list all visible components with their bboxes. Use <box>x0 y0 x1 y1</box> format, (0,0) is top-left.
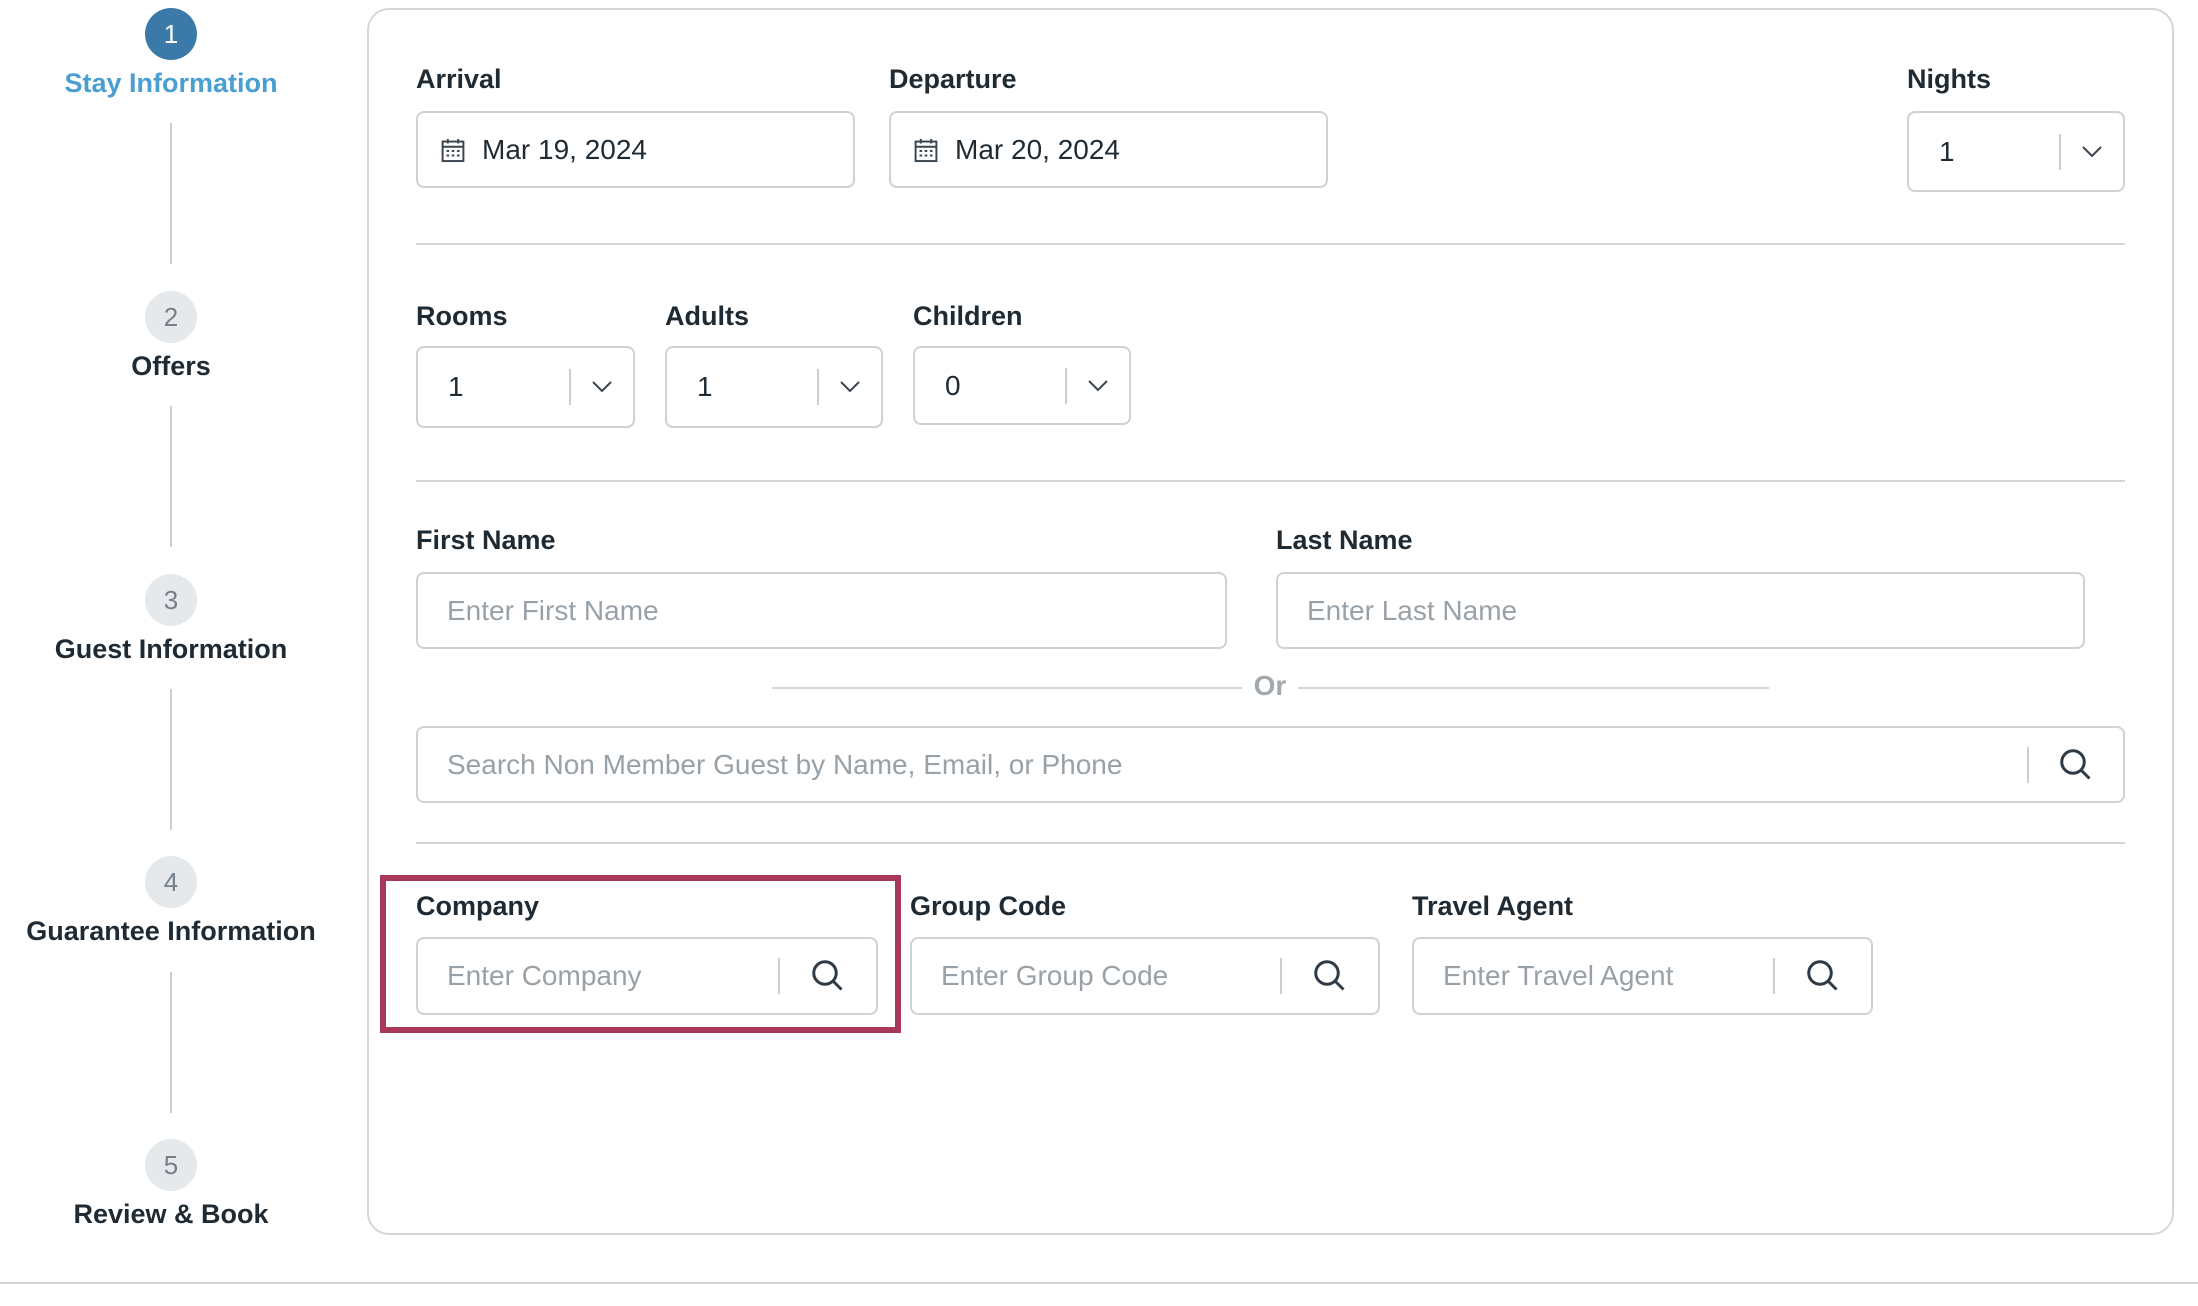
step-connector <box>170 406 172 547</box>
step-4-circle[interactable]: 4 <box>145 856 197 908</box>
calendar-icon <box>914 138 938 162</box>
departure-date-input[interactable]: Mar 20, 2024 <box>889 111 1328 188</box>
children-select[interactable]: 0 <box>913 346 1131 425</box>
calendar-icon <box>441 138 465 162</box>
departure-date-value: Mar 20, 2024 <box>955 133 1120 165</box>
company-highlight-box <box>380 875 901 1033</box>
chevron-down-icon <box>571 380 633 394</box>
chevron-down-icon <box>1067 379 1129 393</box>
search-separator <box>1773 958 1775 994</box>
footer-divider <box>0 1282 2198 1284</box>
company-placeholder: Enter Company <box>447 960 642 991</box>
search-icon[interactable] <box>1775 958 1871 994</box>
select-separator <box>2059 133 2061 170</box>
search-icon[interactable] <box>1282 958 1378 994</box>
travel-agent-label: Travel Agent <box>1412 891 1574 921</box>
search-separator <box>778 958 780 994</box>
search-separator <box>2027 746 2029 783</box>
first-name-input[interactable]: Enter First Name <box>416 572 1227 649</box>
group-code-label: Group Code <box>910 891 1066 921</box>
nights-select[interactable]: 1 <box>1907 111 2125 192</box>
last-name-label: Last Name <box>1276 525 1413 555</box>
search-icon[interactable] <box>2029 747 2123 783</box>
step-1-label[interactable]: Stay Information <box>64 68 278 98</box>
step-connector <box>170 972 172 1113</box>
nights-value: 1 <box>1939 135 1955 167</box>
departure-label: Departure <box>889 64 1017 94</box>
or-label: Or <box>1253 670 1287 701</box>
arrival-date-input[interactable]: Mar 19, 2024 <box>416 111 855 188</box>
select-separator <box>817 369 819 405</box>
arrival-label: Arrival <box>416 64 502 94</box>
chevron-down-icon <box>819 380 881 394</box>
search-separator <box>1280 958 1282 994</box>
or-line-left <box>772 687 1242 689</box>
section-divider <box>416 243 2125 245</box>
section-divider <box>416 480 2125 482</box>
guest-search-placeholder: Search Non Member Guest by Name, Email, … <box>447 748 1123 780</box>
step-5-circle[interactable]: 5 <box>145 1139 197 1191</box>
adults-value: 1 <box>697 371 713 402</box>
guest-search-input[interactable]: Search Non Member Guest by Name, Email, … <box>416 726 2125 803</box>
step-connector <box>170 689 172 830</box>
step-2-circle[interactable]: 2 <box>145 291 197 343</box>
group-code-placeholder: Enter Group Code <box>941 960 1169 991</box>
step-2-label[interactable]: Offers <box>131 351 211 381</box>
rooms-label: Rooms <box>416 301 508 331</box>
company-input[interactable]: Enter Company <box>416 937 878 1015</box>
nights-label: Nights <box>1907 64 1991 94</box>
step-5-label[interactable]: Review & Book <box>73 1199 269 1229</box>
rooms-select[interactable]: 1 <box>416 346 635 428</box>
last-name-placeholder: Enter Last Name <box>1307 594 1518 626</box>
select-separator <box>569 369 571 405</box>
rooms-value: 1 <box>448 371 464 402</box>
group-code-input[interactable]: Enter Group Code <box>910 937 1380 1015</box>
arrival-date-value: Mar 19, 2024 <box>482 133 647 165</box>
first-name-label: First Name <box>416 525 556 555</box>
section-divider <box>416 842 2125 844</box>
travel-agent-input[interactable]: Enter Travel Agent <box>1412 937 1873 1015</box>
travel-agent-placeholder: Enter Travel Agent <box>1443 960 1674 991</box>
adults-select[interactable]: 1 <box>665 346 883 428</box>
adults-label: Adults <box>665 301 749 331</box>
company-label: Company <box>416 891 540 921</box>
search-icon[interactable] <box>780 958 876 994</box>
select-separator <box>1065 367 1067 404</box>
chevron-down-icon <box>2061 145 2123 159</box>
children-value: 0 <box>945 369 961 401</box>
step-3-circle[interactable]: 3 <box>145 574 197 626</box>
stay-form-card <box>367 8 2174 1235</box>
step-connector <box>170 123 172 264</box>
children-label: Children <box>913 301 1023 331</box>
or-line-right <box>1298 687 1769 689</box>
step-4-label[interactable]: Guarantee Information <box>26 916 316 946</box>
step-3-label[interactable]: Guest Information <box>54 634 288 664</box>
first-name-placeholder: Enter First Name <box>447 594 659 626</box>
step-1-circle[interactable]: 1 <box>145 8 197 60</box>
last-name-input[interactable]: Enter Last Name <box>1276 572 2085 649</box>
